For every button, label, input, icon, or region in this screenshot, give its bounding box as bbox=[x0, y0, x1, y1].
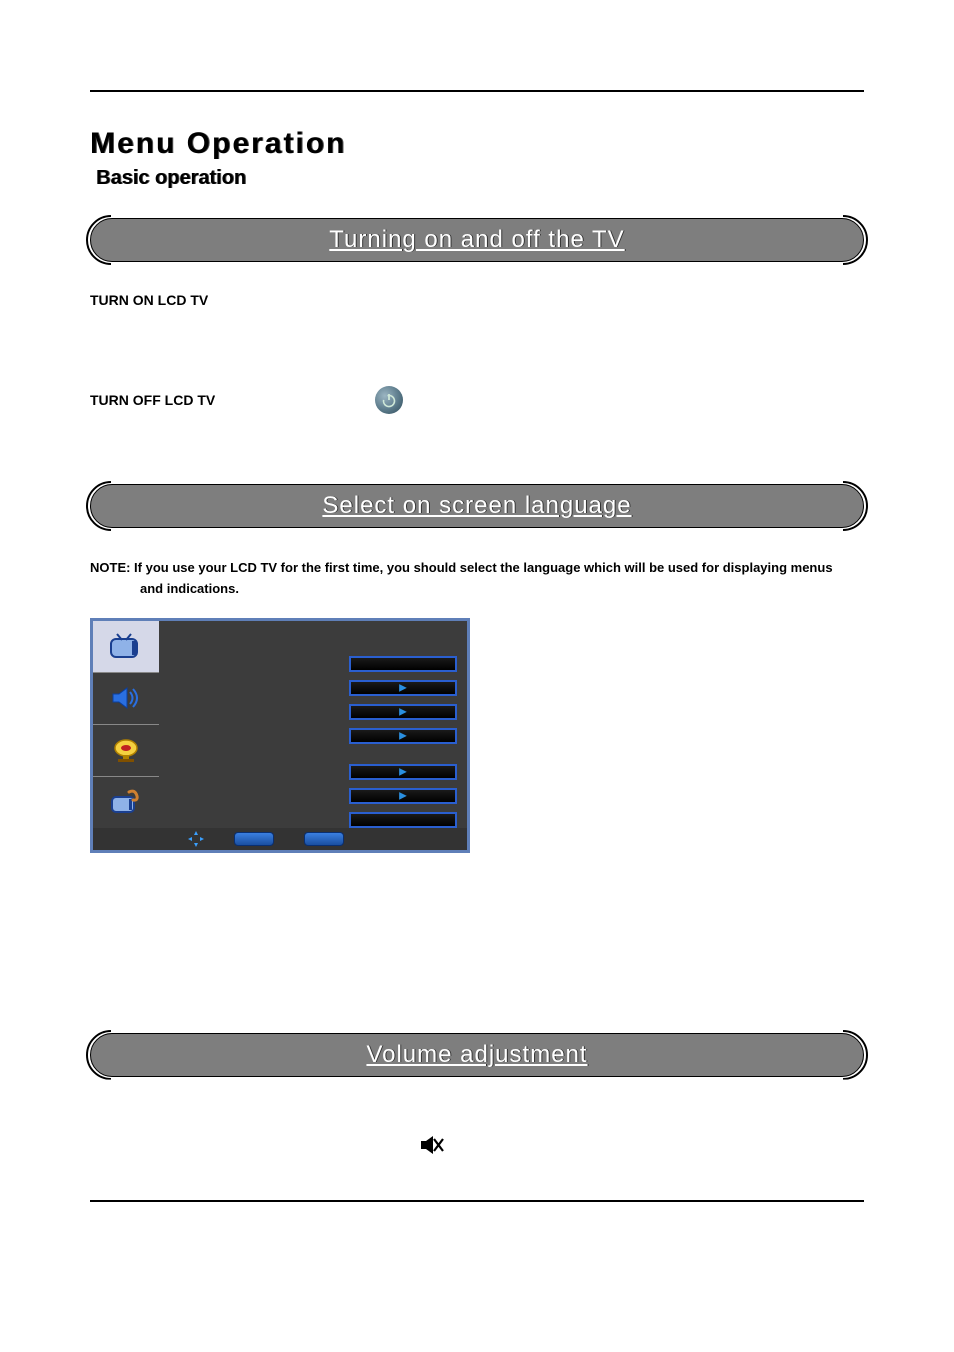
move-icon bbox=[188, 831, 204, 847]
pill: Volume adjustment bbox=[90, 1033, 864, 1077]
osd-tab-setup-icon bbox=[93, 725, 159, 777]
pill: Turning on and off the TV bbox=[90, 218, 864, 262]
osd-row bbox=[169, 785, 457, 807]
osd-tab-picture-icon bbox=[93, 621, 159, 673]
note-text: NOTE: If you use your LCD TV for the fir… bbox=[90, 558, 864, 600]
top-divider bbox=[90, 90, 864, 92]
osd-menu-screenshot bbox=[90, 618, 470, 853]
osd-content bbox=[159, 621, 467, 828]
bottom-divider bbox=[90, 1200, 864, 1202]
section-heading-2: Select on screen language bbox=[90, 484, 864, 528]
bullet-item: ◄ ► bbox=[510, 939, 864, 963]
bullet-item: ▲ ▼ bbox=[510, 891, 864, 915]
mute-icon bbox=[420, 1135, 444, 1160]
osd-value-box bbox=[349, 764, 457, 780]
instruction-bullets: ▲ ▼ ◄ ► ▲ ▼ ◄ ► bbox=[470, 867, 864, 987]
osd-tab-sound-icon bbox=[93, 673, 159, 725]
osd-value-box bbox=[349, 728, 457, 744]
pill: Select on screen language bbox=[90, 484, 864, 528]
osd-row bbox=[169, 653, 457, 675]
osd-value-box bbox=[349, 656, 457, 672]
osd-sidebar bbox=[93, 621, 159, 828]
section-2-title: Select on screen language bbox=[322, 492, 631, 520]
osd-tab-function-icon bbox=[93, 777, 159, 828]
section-3-title: Volume adjustment bbox=[366, 1041, 587, 1069]
osd-value-box bbox=[349, 680, 457, 696]
osd-row bbox=[169, 629, 457, 651]
osd-bottom-button bbox=[304, 832, 344, 846]
turn-on-label: TURN ON LCD TV bbox=[90, 292, 864, 308]
section-1-title: Turning on and off the TV bbox=[329, 226, 624, 254]
spacer bbox=[90, 316, 864, 386]
bullet-item: ◄ ► ▲ ▼ bbox=[510, 915, 864, 939]
bullet-item bbox=[510, 963, 864, 987]
note-line2: and indications. bbox=[140, 579, 864, 600]
section-heading-3: Volume adjustment bbox=[90, 1033, 864, 1077]
osd-row bbox=[169, 725, 457, 747]
spacer bbox=[90, 414, 864, 484]
power-icon bbox=[375, 386, 403, 414]
page-subtitle: Basic operation bbox=[96, 167, 864, 190]
bullet-item bbox=[510, 867, 864, 891]
spacer bbox=[90, 1003, 864, 1033]
osd-row bbox=[169, 701, 457, 723]
osd-bottom-button bbox=[234, 832, 274, 846]
note-line1: NOTE: If you use your LCD TV for the fir… bbox=[90, 560, 833, 575]
osd-row bbox=[169, 761, 457, 783]
manual-page: Menu Operation Basic operation Turning o… bbox=[0, 0, 954, 1352]
section-heading-1: Turning on and off the TV bbox=[90, 218, 864, 262]
osd-value-box bbox=[349, 788, 457, 804]
osd-value-box bbox=[349, 812, 457, 828]
osd-bottom-bar bbox=[93, 828, 467, 850]
turn-off-label: TURN OFF LCD TV bbox=[90, 392, 215, 408]
osd-row bbox=[169, 677, 457, 699]
osd-value-box bbox=[349, 704, 457, 720]
page-title: Menu Operation bbox=[90, 127, 864, 161]
